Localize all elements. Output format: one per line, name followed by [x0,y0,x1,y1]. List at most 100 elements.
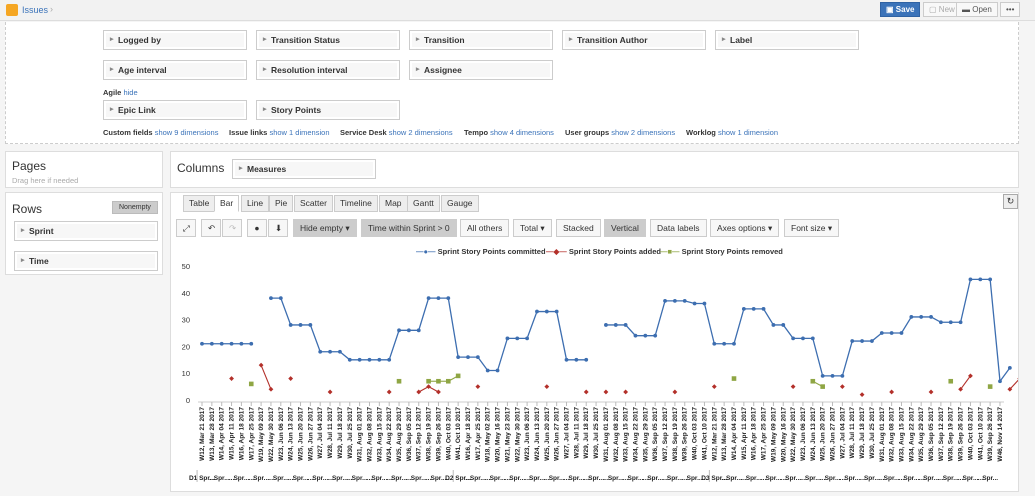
x-group-label: Spr... [549,475,565,482]
field-transition[interactable]: Transition [409,30,553,50]
x-tick-label: W36, Sep 05 2017 [928,407,935,462]
x-group-label: ... [721,475,727,482]
x-tick-label: W14, Apr 04 2017 [731,407,738,461]
x-group-label: ... [544,475,550,482]
legend-committed[interactable]: —●— Sprint Story Points committed [416,247,546,256]
committed-point [436,296,441,301]
tab-scatter[interactable]: Scatter [294,195,333,212]
committed-point [978,277,983,282]
added-point [327,389,333,395]
x-group-label: Spr... [430,475,446,482]
undo-icon[interactable]: ↶ [201,219,221,237]
legend-committed-label: Sprint Story Points committed [437,247,546,256]
data-labels-button[interactable]: Data labels [650,219,707,237]
fullscreen-icon[interactable]: ⤢ [176,219,196,237]
legend-added[interactable]: —◆— Sprint Story Points added [546,247,661,256]
field-transition-status[interactable]: Transition Status [256,30,400,50]
time-filter-button[interactable]: Time within Sprint > 0 [361,219,457,237]
dims-link[interactable]: show 2 dimensions [388,128,453,137]
row-time[interactable]: Time [14,251,158,271]
x-group-label: Spr... [667,475,683,482]
x-group-label: Spr... [293,475,309,482]
total-button[interactable]: Total ▾ [513,219,552,237]
committed-point [535,309,539,314]
committed-point [544,309,549,314]
x-tick-label: W15, Apr 11 2017 [741,407,748,460]
tab-table[interactable]: Table [183,195,216,212]
added-line [418,386,429,393]
x-tick-label: W28, Jul 11 2017 [573,407,580,459]
tab-pie[interactable]: Pie [269,195,294,212]
y-tick-label: 30 [182,316,190,325]
font-size-button[interactable]: Font size ▾ [784,219,840,237]
x-group-label: Spr... [391,475,407,482]
committed-point [968,277,973,282]
field-label[interactable]: Label [715,30,859,50]
legend-removed[interactable]: —■— Sprint Story Points removed [660,247,783,256]
x-tick-label: W26, Jun 27 2017 [554,407,561,461]
axes-options-button[interactable]: Axes options ▾ [710,219,780,237]
column-measures[interactable]: Measures [232,159,376,179]
field-story-points[interactable]: Story Points [256,100,400,120]
x-tick-label: W27, Jul 04 2017 [564,407,571,459]
field-resolution-interval[interactable]: Resolution interval [256,60,400,80]
dims-link[interactable]: show 1 dimension [717,128,779,137]
all-others-button[interactable]: All others [460,219,510,237]
nonempty-button[interactable]: Nonempty [112,201,158,214]
added-point [258,362,264,368]
x-group-label: ... [308,475,314,482]
field-age-interval[interactable]: Age interval [103,60,247,80]
x-group-label: ... [682,475,688,482]
x-group-label: Spr... [509,475,525,482]
dims-link[interactable]: show 1 dimension [269,128,330,137]
save-button[interactable]: ▣ Save [880,2,921,17]
field-transition-author[interactable]: Transition Author [562,30,706,50]
field-logged-by[interactable]: Logged by [103,30,247,50]
committed-point [820,373,825,378]
removed-point [810,378,816,384]
x-group-label: ... [367,475,373,482]
refresh-icon[interactable]: ↻ [1003,194,1018,209]
pages-title: Pages [12,159,47,173]
committed-point [751,306,756,311]
row-sprint[interactable]: Sprint [14,221,158,241]
vertical-button[interactable]: Vertical [604,219,646,237]
x-group-label: ... [505,475,511,482]
legend-marker-removed: —■— [660,247,680,256]
tab-map[interactable]: Map [379,195,408,212]
open-button[interactable]: ▬ Open [956,2,998,17]
y-tick-label: 40 [182,289,190,298]
dims-link[interactable]: show 9 dimensions [154,128,219,137]
added-line [428,386,439,393]
breadcrumb-issues[interactable]: Issues [22,5,49,15]
committed-point [347,357,352,362]
x-group-label: ... [209,475,215,482]
x-tick-label: W28, Jul 11 2017 [327,407,334,459]
field-assignee[interactable]: Assignee [409,60,553,80]
download-icon[interactable]: ⬇ [268,219,288,237]
tab-timeline[interactable]: Timeline [334,195,378,212]
agile-hide-link[interactable]: hide [123,88,138,97]
hide-empty-button[interactable]: Hide empty ▾ [293,219,357,237]
more-button[interactable]: ••• [1000,2,1021,17]
added-line [1009,379,1018,390]
added-point [603,389,609,395]
x-tick-label: W34, Aug 22 2017 [908,407,915,462]
stacked-button[interactable]: Stacked [556,219,601,237]
tab-gauge[interactable]: Gauge [441,195,479,212]
added-point [859,392,865,398]
dims-link[interactable]: show 4 dimensions [490,128,554,137]
comment-icon[interactable]: ● [247,219,267,237]
redo-icon[interactable]: ↷ [222,219,242,237]
x-group-label: ... [288,475,294,482]
tab-bar[interactable]: Bar [214,195,240,212]
dims-link[interactable]: show 2 dimensions [611,128,676,137]
field-epic-link[interactable]: Epic Link [103,100,247,120]
tab-line[interactable]: Line [241,195,270,212]
x-tick-label: W17, Apr 25 2017 [248,407,255,461]
removed-point [820,384,825,389]
x-group-label: Spr... [923,475,939,482]
x-tick-label: W17, Apr 25 2017 [475,407,482,461]
tab-gantt[interactable]: Gantt [407,195,440,212]
x-tick-label: W22, May 30 2017 [268,407,275,462]
